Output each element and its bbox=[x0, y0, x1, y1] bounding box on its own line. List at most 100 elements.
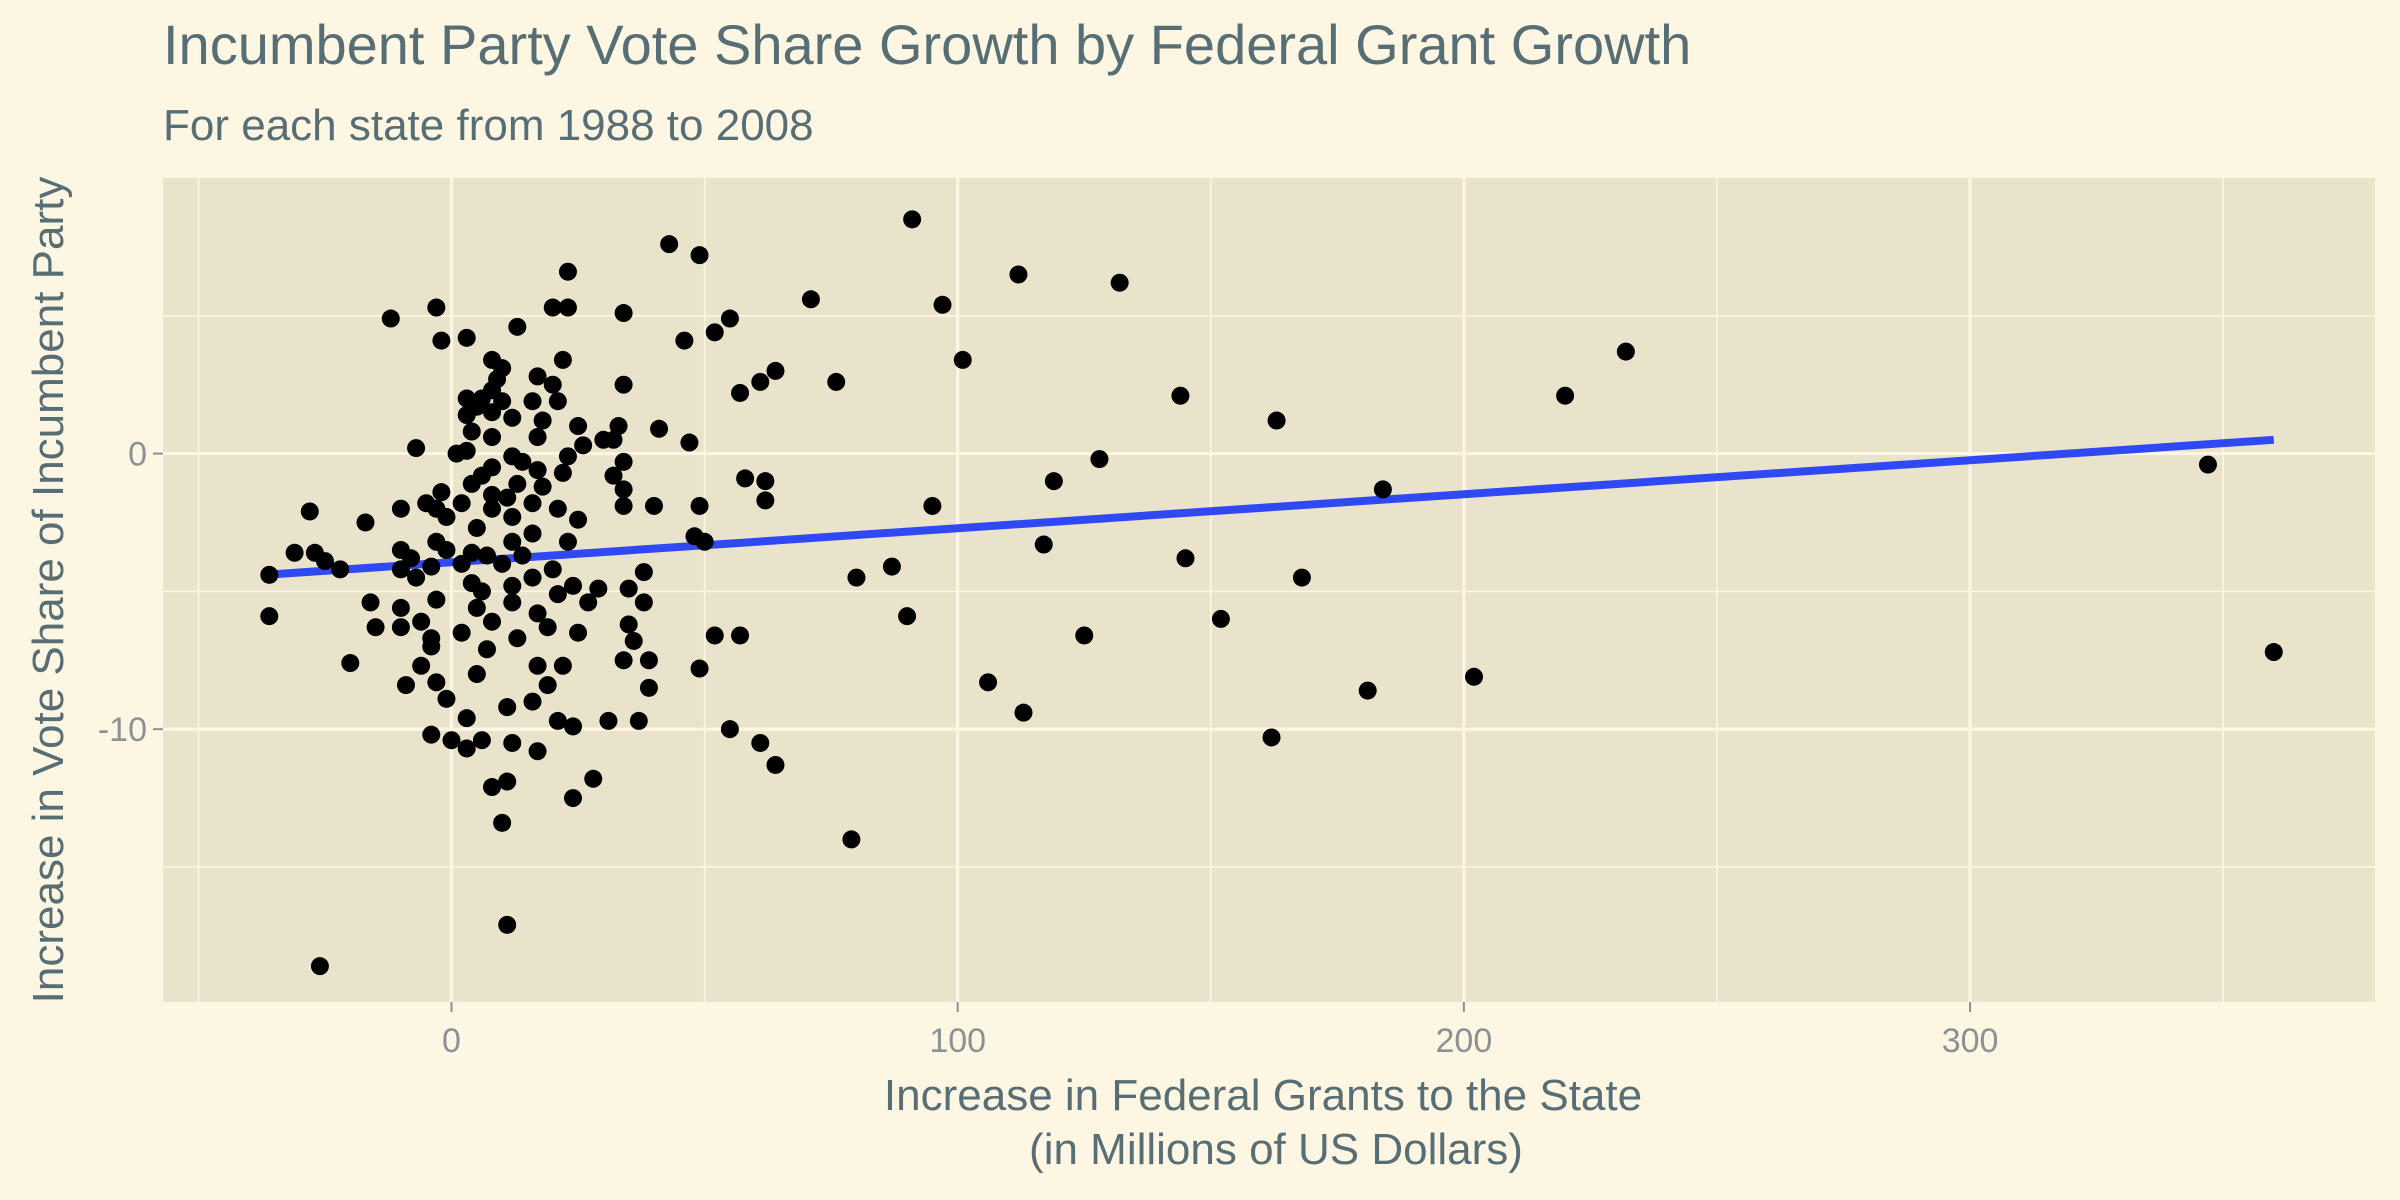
scatter-point bbox=[543, 560, 562, 579]
scatter-point bbox=[396, 676, 415, 695]
scatter-point bbox=[528, 656, 547, 675]
scatter-point bbox=[513, 452, 532, 471]
scatter-point bbox=[827, 372, 846, 391]
scatter-point bbox=[1465, 667, 1484, 686]
y-tick-label: 0 bbox=[128, 436, 147, 474]
scatter-point bbox=[366, 618, 385, 637]
scatter-point bbox=[2264, 643, 2283, 662]
scatter-point bbox=[614, 452, 633, 471]
scatter-point bbox=[483, 499, 502, 518]
scatter-point bbox=[553, 350, 572, 369]
scatter-point bbox=[483, 485, 502, 504]
scatter-point bbox=[467, 665, 486, 684]
scatter-point bbox=[548, 585, 567, 604]
scatter-point bbox=[503, 507, 522, 526]
scatter-point bbox=[680, 433, 699, 452]
scatter-point bbox=[457, 739, 476, 758]
scatter-point bbox=[584, 769, 603, 788]
scatter-point bbox=[452, 623, 471, 642]
scatter-point bbox=[462, 474, 481, 493]
scatter-point bbox=[1267, 411, 1286, 430]
trend-line bbox=[263, 435, 2275, 579]
scatter-point bbox=[1358, 681, 1377, 700]
scatter-point bbox=[1075, 626, 1094, 645]
scatter-point bbox=[315, 552, 334, 571]
scatter-point bbox=[528, 428, 547, 447]
scatter-point bbox=[427, 673, 446, 692]
scatter-point bbox=[731, 383, 750, 402]
scatter-point bbox=[629, 711, 648, 730]
scatter-point bbox=[979, 673, 998, 692]
chart-subtitle: For each state from 1988 to 2008 bbox=[163, 101, 814, 150]
scatter-point bbox=[477, 640, 496, 659]
scatter-point bbox=[644, 496, 663, 515]
scatter-point bbox=[609, 417, 628, 436]
scatter-point bbox=[437, 541, 456, 560]
x-tick-label: 0 bbox=[442, 1022, 461, 1060]
scatter-point bbox=[422, 637, 441, 656]
scatter-point bbox=[604, 430, 623, 449]
scatter-point bbox=[528, 742, 547, 761]
scatter-point bbox=[432, 483, 451, 502]
x-tick-label: 300 bbox=[1942, 1022, 1999, 1060]
scatter-point bbox=[558, 447, 577, 466]
scatter-point bbox=[690, 496, 709, 515]
scatter-point bbox=[558, 298, 577, 317]
scatter-point bbox=[720, 720, 739, 739]
scatter-point bbox=[533, 411, 552, 430]
scatter-point bbox=[391, 618, 410, 637]
scatter-point bbox=[432, 331, 451, 350]
scatter-point bbox=[933, 295, 952, 314]
scatter-point bbox=[614, 651, 633, 670]
scatter-point bbox=[503, 576, 522, 595]
scatter-point bbox=[624, 631, 643, 650]
scatter-point bbox=[513, 546, 532, 565]
scatter-point bbox=[300, 502, 319, 521]
scatter-point bbox=[1211, 609, 1230, 628]
scatter-point bbox=[558, 262, 577, 281]
scatter-point bbox=[564, 717, 583, 736]
scatter-point bbox=[412, 612, 431, 631]
scatter-point bbox=[422, 557, 441, 576]
scatter-point bbox=[801, 290, 820, 309]
scatter-point bbox=[548, 499, 567, 518]
scatter-point bbox=[548, 392, 567, 411]
scatter-point bbox=[569, 510, 588, 529]
scatter-point bbox=[614, 375, 633, 394]
scatter-point bbox=[842, 830, 861, 849]
scatter-point bbox=[508, 317, 527, 336]
scatter-point bbox=[564, 789, 583, 808]
scatter-point bbox=[599, 711, 618, 730]
scatter-point bbox=[260, 565, 279, 584]
scatter-point bbox=[751, 733, 770, 752]
scatter-point bbox=[523, 568, 542, 587]
scatter-point bbox=[574, 436, 593, 455]
scatter-point bbox=[498, 772, 517, 791]
scatter-point bbox=[285, 543, 304, 562]
scatter-point bbox=[1090, 450, 1109, 469]
scatter-point bbox=[1556, 386, 1575, 405]
scatter-point bbox=[498, 698, 517, 717]
scatter-point bbox=[579, 593, 598, 612]
scatter-point bbox=[503, 532, 522, 551]
scatter-point bbox=[498, 915, 517, 934]
scatter-point bbox=[650, 419, 669, 438]
scatter-point bbox=[1616, 342, 1635, 361]
scatter-point bbox=[493, 813, 512, 832]
scatter-point bbox=[847, 568, 866, 587]
scatter-point bbox=[2198, 455, 2217, 474]
scatter-point bbox=[483, 403, 502, 422]
scatter-point bbox=[528, 604, 547, 623]
trend-line-group bbox=[263, 435, 2275, 579]
scatter-point bbox=[528, 367, 547, 386]
scatter-point bbox=[614, 496, 633, 515]
scatter-point bbox=[1009, 265, 1028, 284]
scatter-point bbox=[538, 676, 557, 695]
scatter-points bbox=[260, 210, 2283, 976]
scatter-point bbox=[452, 554, 471, 573]
scatter-point bbox=[391, 499, 410, 518]
x-axis-title-line2: (in Millions of US Dollars) bbox=[1029, 1125, 1523, 1174]
scatter-point bbox=[553, 463, 572, 482]
